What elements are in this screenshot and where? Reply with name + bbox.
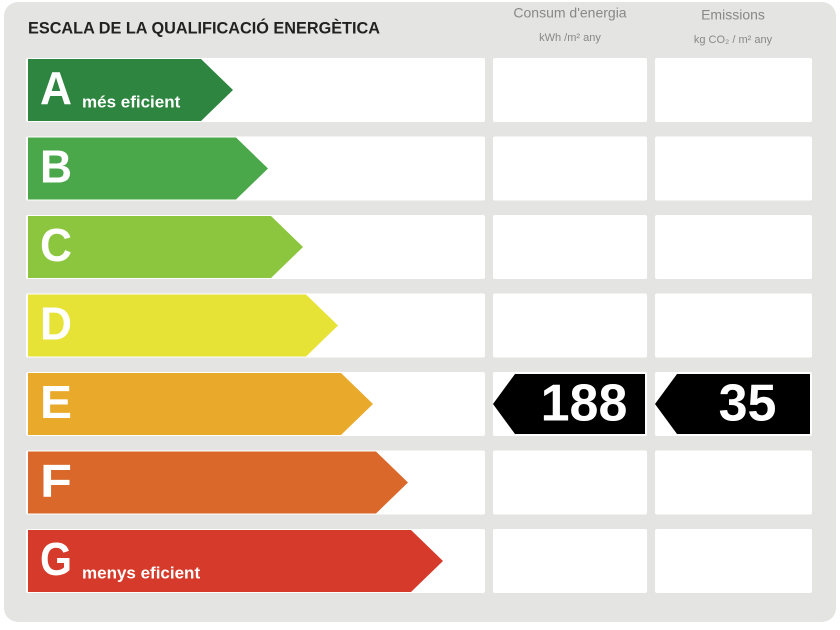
value-cell bbox=[655, 58, 812, 122]
class-letter: C bbox=[40, 219, 72, 271]
class-letter: E bbox=[40, 376, 72, 428]
label-title: ESCALA DE LA QUALIFICACIÓ ENERGÈTICA bbox=[28, 18, 380, 37]
column-title: Emissions bbox=[701, 7, 765, 23]
value-cell bbox=[493, 136, 647, 201]
value-cell bbox=[655, 215, 812, 279]
class-letter: A bbox=[40, 62, 72, 114]
rating-value: 188 bbox=[541, 375, 628, 433]
value-cell bbox=[493, 215, 647, 279]
column-unit: kWh /m² any bbox=[539, 32, 601, 44]
value-cell bbox=[493, 58, 647, 122]
class-arrow bbox=[28, 530, 443, 592]
rating-value: 35 bbox=[719, 375, 777, 433]
rating-badge bbox=[493, 374, 645, 434]
class-letter: G bbox=[40, 533, 72, 585]
class-arrow bbox=[28, 373, 373, 435]
column-unit: kg CO₂ / m² any bbox=[694, 34, 773, 46]
class-arrow bbox=[28, 216, 303, 278]
class-letter: B bbox=[40, 141, 72, 193]
value-cell bbox=[493, 529, 647, 593]
value-cell bbox=[655, 136, 812, 201]
value-cell bbox=[655, 529, 812, 593]
class-arrow bbox=[28, 59, 233, 121]
rating-badge bbox=[655, 374, 810, 434]
column-title: Consum d'energia bbox=[513, 5, 626, 21]
value-cell bbox=[655, 293, 812, 358]
value-cell bbox=[493, 450, 647, 515]
class-note: menys eficient bbox=[82, 563, 200, 582]
class-arrow bbox=[28, 137, 268, 200]
class-note: més eficient bbox=[82, 92, 181, 111]
value-cell bbox=[493, 293, 647, 358]
class-letter: F bbox=[40, 455, 72, 507]
class-letter: D bbox=[40, 298, 72, 350]
class-arrow bbox=[28, 294, 338, 357]
class-arrow bbox=[28, 451, 408, 514]
value-cell bbox=[655, 450, 812, 515]
